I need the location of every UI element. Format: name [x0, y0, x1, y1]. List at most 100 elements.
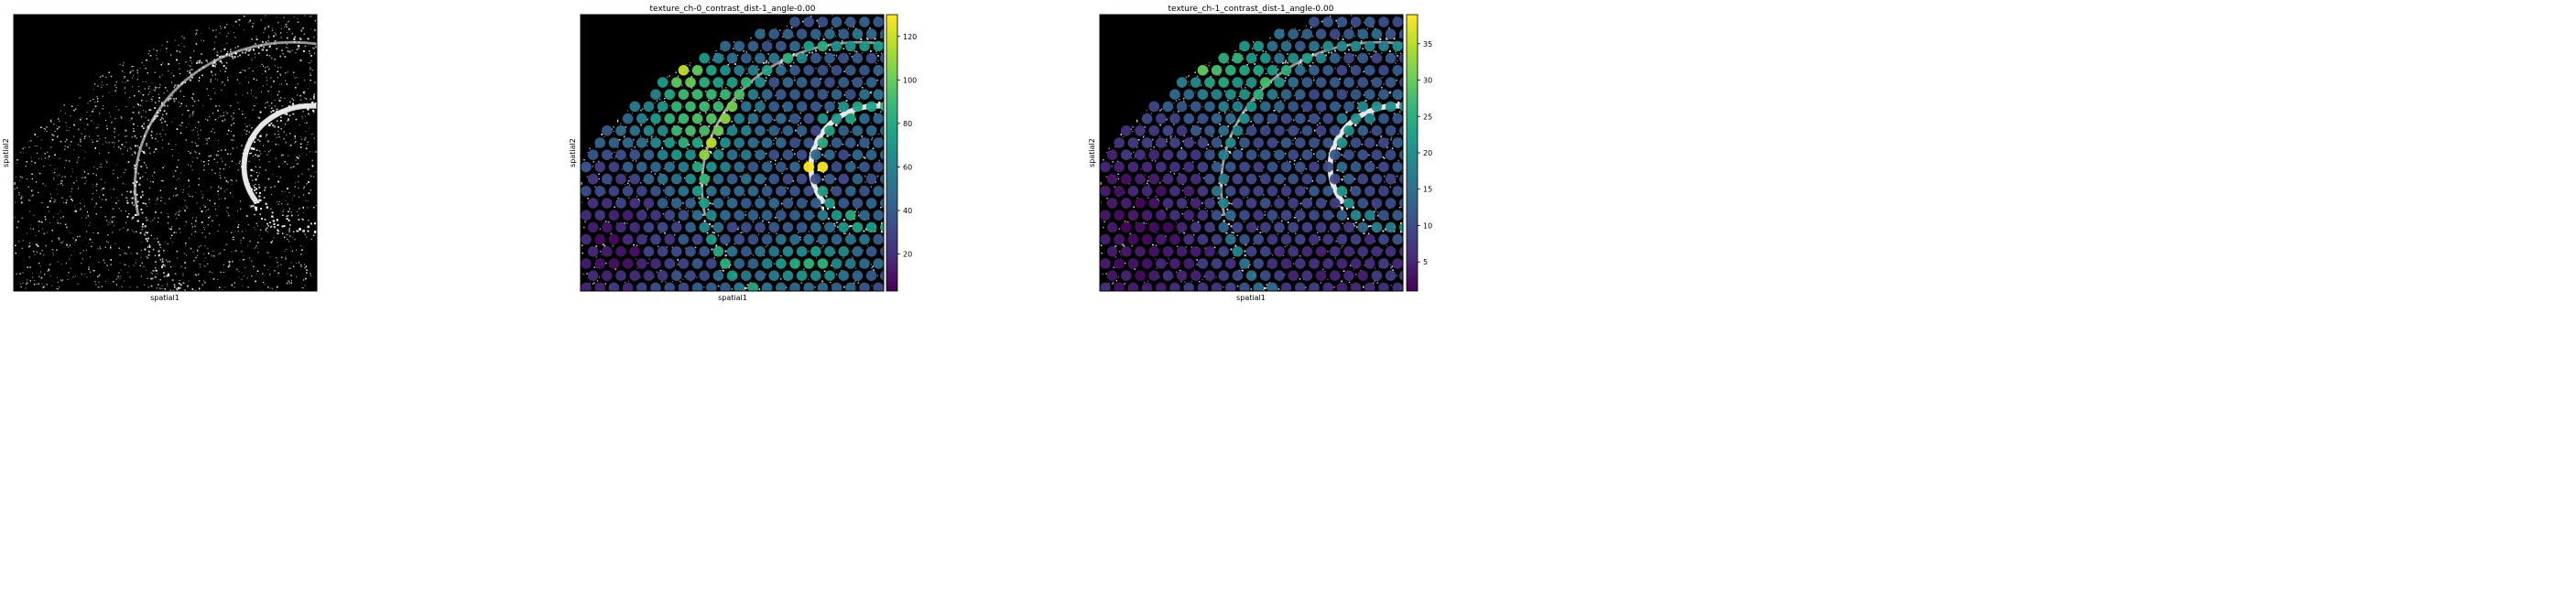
spot: [1156, 186, 1167, 197]
spot: [1211, 233, 1223, 245]
spot: [1169, 282, 1180, 291]
spot: [734, 161, 745, 173]
spot: [1156, 282, 1167, 291]
colorbar-tick-label: 30: [1423, 77, 1432, 85]
spot: [1357, 149, 1368, 160]
spot: [726, 221, 738, 233]
spot: [706, 282, 717, 291]
spot: [1385, 149, 1397, 160]
spot: [1336, 40, 1348, 52]
spot: [636, 258, 647, 269]
spot: [838, 101, 849, 113]
spot: [1350, 40, 1362, 52]
spot: [1127, 186, 1139, 197]
spot: [1295, 89, 1306, 100]
spot: [845, 137, 856, 148]
colorbar-tick-label: 60: [903, 163, 912, 171]
spot: [1245, 246, 1257, 257]
spot: [1218, 52, 1229, 64]
spot: [1169, 210, 1180, 221]
spot: [755, 52, 766, 64]
spot: [789, 113, 800, 124]
spot: [1378, 258, 1389, 269]
spot: [581, 233, 592, 245]
spot: [643, 198, 655, 209]
spot: [1183, 137, 1194, 148]
spot: [1162, 125, 1174, 136]
spot: [1315, 52, 1327, 64]
spot: [1183, 113, 1194, 124]
spot: [741, 221, 752, 233]
spot: [1301, 198, 1313, 209]
spot: [1176, 101, 1188, 113]
spot: [664, 186, 675, 197]
spot: [629, 221, 640, 233]
spot: [1399, 221, 1403, 232]
spot: [755, 77, 766, 88]
spot: [622, 137, 634, 148]
spot: [1100, 210, 1111, 221]
spot: [768, 173, 779, 185]
spot: [1232, 173, 1244, 185]
spot: [1322, 40, 1333, 52]
spot: [865, 28, 877, 39]
spot: [1309, 65, 1320, 76]
spot: [1121, 246, 1132, 257]
spot: [838, 28, 849, 39]
spot: [838, 173, 849, 185]
spot: [865, 77, 877, 88]
spot: [761, 258, 773, 269]
spot: [636, 233, 647, 245]
spot: [1336, 161, 1348, 173]
spot: [845, 282, 856, 291]
spot: [1350, 282, 1362, 291]
spot: [859, 89, 870, 100]
spot: [664, 161, 675, 173]
spot: [594, 186, 605, 197]
spot: [1385, 198, 1397, 209]
spot: [1274, 198, 1285, 209]
spot: [1253, 161, 1264, 173]
spot: [1211, 65, 1223, 76]
spot: [1148, 173, 1159, 185]
spot: [581, 210, 592, 221]
spot: [1301, 149, 1313, 160]
spot: [1239, 258, 1250, 269]
spot: [1266, 137, 1278, 148]
spot: [1127, 210, 1139, 221]
spot: [726, 52, 738, 64]
spot: [1392, 89, 1403, 100]
spot: [1295, 65, 1306, 76]
spot: [643, 125, 655, 136]
spot: [1301, 270, 1313, 282]
spot: [1211, 210, 1223, 221]
spot: [712, 246, 724, 257]
spot: [796, 125, 808, 136]
spot: [1266, 113, 1278, 124]
spot: [650, 282, 661, 291]
spot: [1211, 258, 1223, 269]
spot: [1371, 77, 1383, 88]
spot: [1211, 113, 1223, 124]
spot: [594, 233, 605, 245]
spot: [657, 77, 668, 88]
spot: [789, 161, 800, 173]
spot: [615, 246, 626, 257]
spot: [1127, 137, 1139, 148]
spot: [741, 246, 752, 257]
spot: [1392, 210, 1403, 221]
spot: [1148, 125, 1159, 136]
spot: [1253, 137, 1264, 148]
spot: [1378, 16, 1389, 27]
spot: [817, 161, 829, 173]
spot: [755, 125, 766, 136]
spot: [1141, 258, 1153, 269]
spot: [1301, 221, 1313, 233]
spot: [1218, 149, 1229, 160]
spot: [1211, 161, 1223, 173]
spot: [803, 137, 814, 148]
spot: [859, 16, 870, 27]
panel-ch0-colorbar: 20 40 60 80 100 120: [886, 14, 917, 292]
spot: [796, 173, 808, 185]
spot: [1218, 173, 1229, 185]
